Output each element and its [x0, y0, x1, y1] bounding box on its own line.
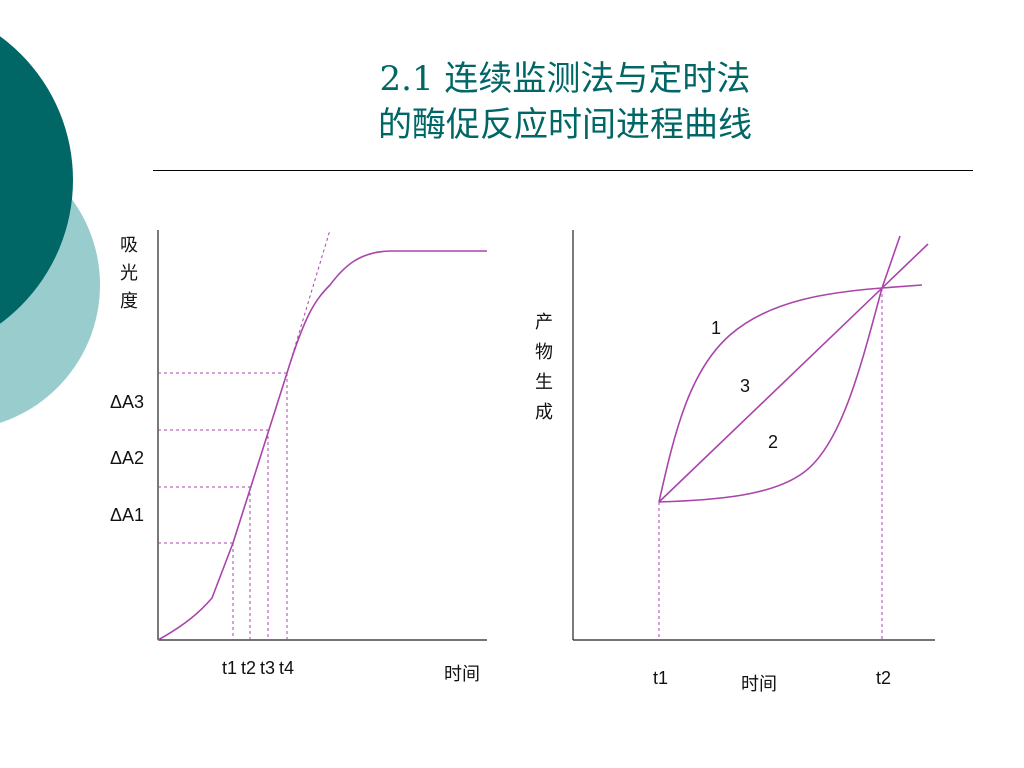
right-tick-t1: t1: [653, 668, 669, 688]
curve-1: [658, 284, 923, 503]
right-y-axis-label: 产物生成: [535, 312, 553, 423]
curve-1-label: 1: [711, 318, 722, 338]
right-diagram: [572, 230, 935, 641]
curve-3-label: 3: [740, 376, 751, 396]
slide-title: 2.1 连续监测法与定时法 的酶促反应时间进程曲线: [300, 56, 830, 148]
curve-2: [658, 235, 901, 503]
left-tick-t4: t4: [279, 658, 295, 678]
left-x-axis-label: 时间: [444, 664, 480, 684]
reaction-progress-curve: [157, 250, 487, 641]
left-tick-t2: t2: [241, 658, 257, 678]
title-line-1: 2.1 连续监测法与定时法: [379, 59, 751, 99]
left-diagram: [157, 229, 487, 641]
title-line-2: 的酶促反应时间进程曲线: [378, 105, 752, 145]
dark-teal-circle: [0, 36, 73, 324]
left-y-axis-label: 吸光度: [120, 235, 138, 312]
delta-a3-label: ΔA3: [110, 392, 145, 412]
delta-a2-label: ΔA2: [110, 448, 145, 468]
right-x-axis-label: 时间: [741, 674, 777, 694]
left-tick-t1: t1: [222, 658, 238, 678]
right-tick-t2: t2: [876, 668, 892, 688]
delta-a1-label: ΔA1: [110, 505, 145, 525]
left-tick-t3: t3: [260, 658, 276, 678]
title-underline: [153, 170, 973, 171]
curve-2-label: 2: [768, 432, 779, 452]
